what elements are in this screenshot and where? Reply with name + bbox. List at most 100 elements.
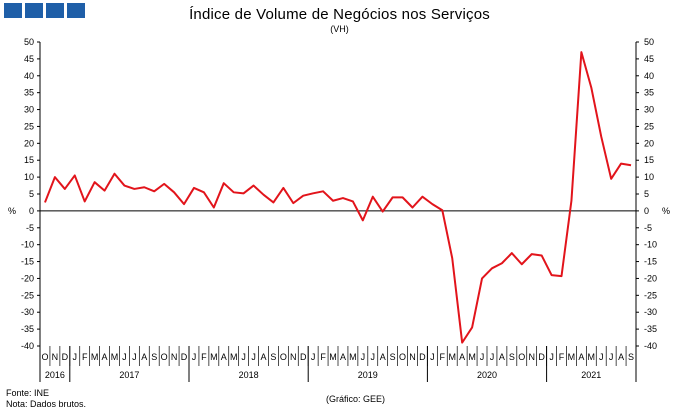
year-label: 2017 xyxy=(119,370,139,380)
month-label: N xyxy=(409,352,416,362)
y-tick-label-right: -40 xyxy=(644,341,657,351)
y-tick-label-right: -10 xyxy=(644,240,657,250)
month-label: S xyxy=(390,352,396,362)
y-tick-label-left: 20 xyxy=(24,138,34,148)
year-label: 2018 xyxy=(239,370,259,380)
month-label: O xyxy=(41,352,48,362)
y-tick-label-right: 40 xyxy=(644,71,654,81)
y-tick-label-right: -30 xyxy=(644,307,657,317)
y-tick-label-left: 30 xyxy=(24,105,34,115)
month-label: M xyxy=(448,352,456,362)
month-label: M xyxy=(230,352,238,362)
month-label: M xyxy=(568,352,576,362)
month-label: N xyxy=(528,352,535,362)
year-label: 2021 xyxy=(581,370,601,380)
y-tick-label-right: 35 xyxy=(644,88,654,98)
month-label: M xyxy=(210,352,218,362)
month-label: J xyxy=(122,352,127,362)
month-label: D xyxy=(538,352,545,362)
y-tick-label-right: 15 xyxy=(644,155,654,165)
logo-block xyxy=(46,3,64,18)
month-label: J xyxy=(599,352,604,362)
month-label: O xyxy=(280,352,287,362)
month-label: J xyxy=(132,352,137,362)
month-label: A xyxy=(618,352,624,362)
y-tick-label-right: 5 xyxy=(644,189,649,199)
y-tick-label-left: -15 xyxy=(21,257,34,267)
month-label: M xyxy=(588,352,596,362)
year-label: 2020 xyxy=(477,370,497,380)
y-tick-label-left: -5 xyxy=(26,223,34,233)
y-tick-label-right: -20 xyxy=(644,273,657,283)
month-label: M xyxy=(111,352,119,362)
month-label: D xyxy=(300,352,307,362)
month-label: O xyxy=(518,352,525,362)
month-label: F xyxy=(201,352,207,362)
month-label: A xyxy=(380,352,386,362)
month-label: O xyxy=(161,352,168,362)
month-label: A xyxy=(499,352,505,362)
month-label: J xyxy=(549,352,554,362)
y-tick-label-left: -20 xyxy=(21,273,34,283)
y-tick-label-left: -30 xyxy=(21,307,34,317)
y-tick-label-right: 50 xyxy=(644,37,654,47)
y-tick-label-right: -25 xyxy=(644,290,657,300)
month-label: F xyxy=(82,352,88,362)
month-label: D xyxy=(419,352,426,362)
y-tick-label-right: 20 xyxy=(644,138,654,148)
y-tick-label-left: -35 xyxy=(21,324,34,334)
source-note: Fonte: INE xyxy=(6,388,50,398)
chart-credit: (Gráfico: GEE) xyxy=(326,394,386,404)
month-label: S xyxy=(270,352,276,362)
y-tick-label-left: 0 xyxy=(29,206,34,216)
month-label: J xyxy=(371,352,376,362)
y-tick-label-right: 45 xyxy=(644,54,654,64)
month-label: J xyxy=(311,352,316,362)
month-label: F xyxy=(320,352,326,362)
y-tick-label-right: -5 xyxy=(644,223,652,233)
logo-block xyxy=(4,3,22,18)
logo-block xyxy=(67,3,85,18)
month-label: A xyxy=(102,352,108,362)
month-label: J xyxy=(251,352,256,362)
y-tick-label-left: 35 xyxy=(24,88,34,98)
y-unit-label-right: % xyxy=(662,206,670,216)
y-tick-label-left: 45 xyxy=(24,54,34,64)
month-label: O xyxy=(399,352,406,362)
month-label: M xyxy=(91,352,99,362)
month-label: M xyxy=(468,352,476,362)
month-label: J xyxy=(430,352,435,362)
month-label: D xyxy=(181,352,188,362)
y-tick-label-left: 10 xyxy=(24,172,34,182)
month-label: J xyxy=(192,352,197,362)
month-label: N xyxy=(171,352,178,362)
month-label: F xyxy=(440,352,446,362)
month-label: A xyxy=(459,352,465,362)
y-tick-label-left: -10 xyxy=(21,240,34,250)
month-label: J xyxy=(361,352,366,362)
data-note: Nota: Dados brutos. xyxy=(6,399,87,409)
y-tick-label-right: 10 xyxy=(644,172,654,182)
month-label: A xyxy=(340,352,346,362)
month-label: M xyxy=(349,352,357,362)
y-tick-label-left: 25 xyxy=(24,121,34,131)
y-tick-label-right: 25 xyxy=(644,121,654,131)
month-label: S xyxy=(628,352,634,362)
month-label: S xyxy=(151,352,157,362)
y-tick-label-right: -35 xyxy=(644,324,657,334)
y-unit-label-left: % xyxy=(8,206,16,216)
month-label: S xyxy=(509,352,515,362)
y-tick-label-right: -15 xyxy=(644,257,657,267)
year-label: 2016 xyxy=(45,370,65,380)
y-tick-label-left: 15 xyxy=(24,155,34,165)
series-line xyxy=(44,51,632,344)
year-label: 2019 xyxy=(358,370,378,380)
month-label: M xyxy=(329,352,337,362)
y-tick-label-right: 30 xyxy=(644,105,654,115)
month-label: A xyxy=(260,352,266,362)
y-tick-label-left: 40 xyxy=(24,71,34,81)
y-tick-label-right: 0 xyxy=(644,206,649,216)
y-tick-label-left: 5 xyxy=(29,189,34,199)
month-label: J xyxy=(73,352,78,362)
y-tick-label-left: -25 xyxy=(21,290,34,300)
